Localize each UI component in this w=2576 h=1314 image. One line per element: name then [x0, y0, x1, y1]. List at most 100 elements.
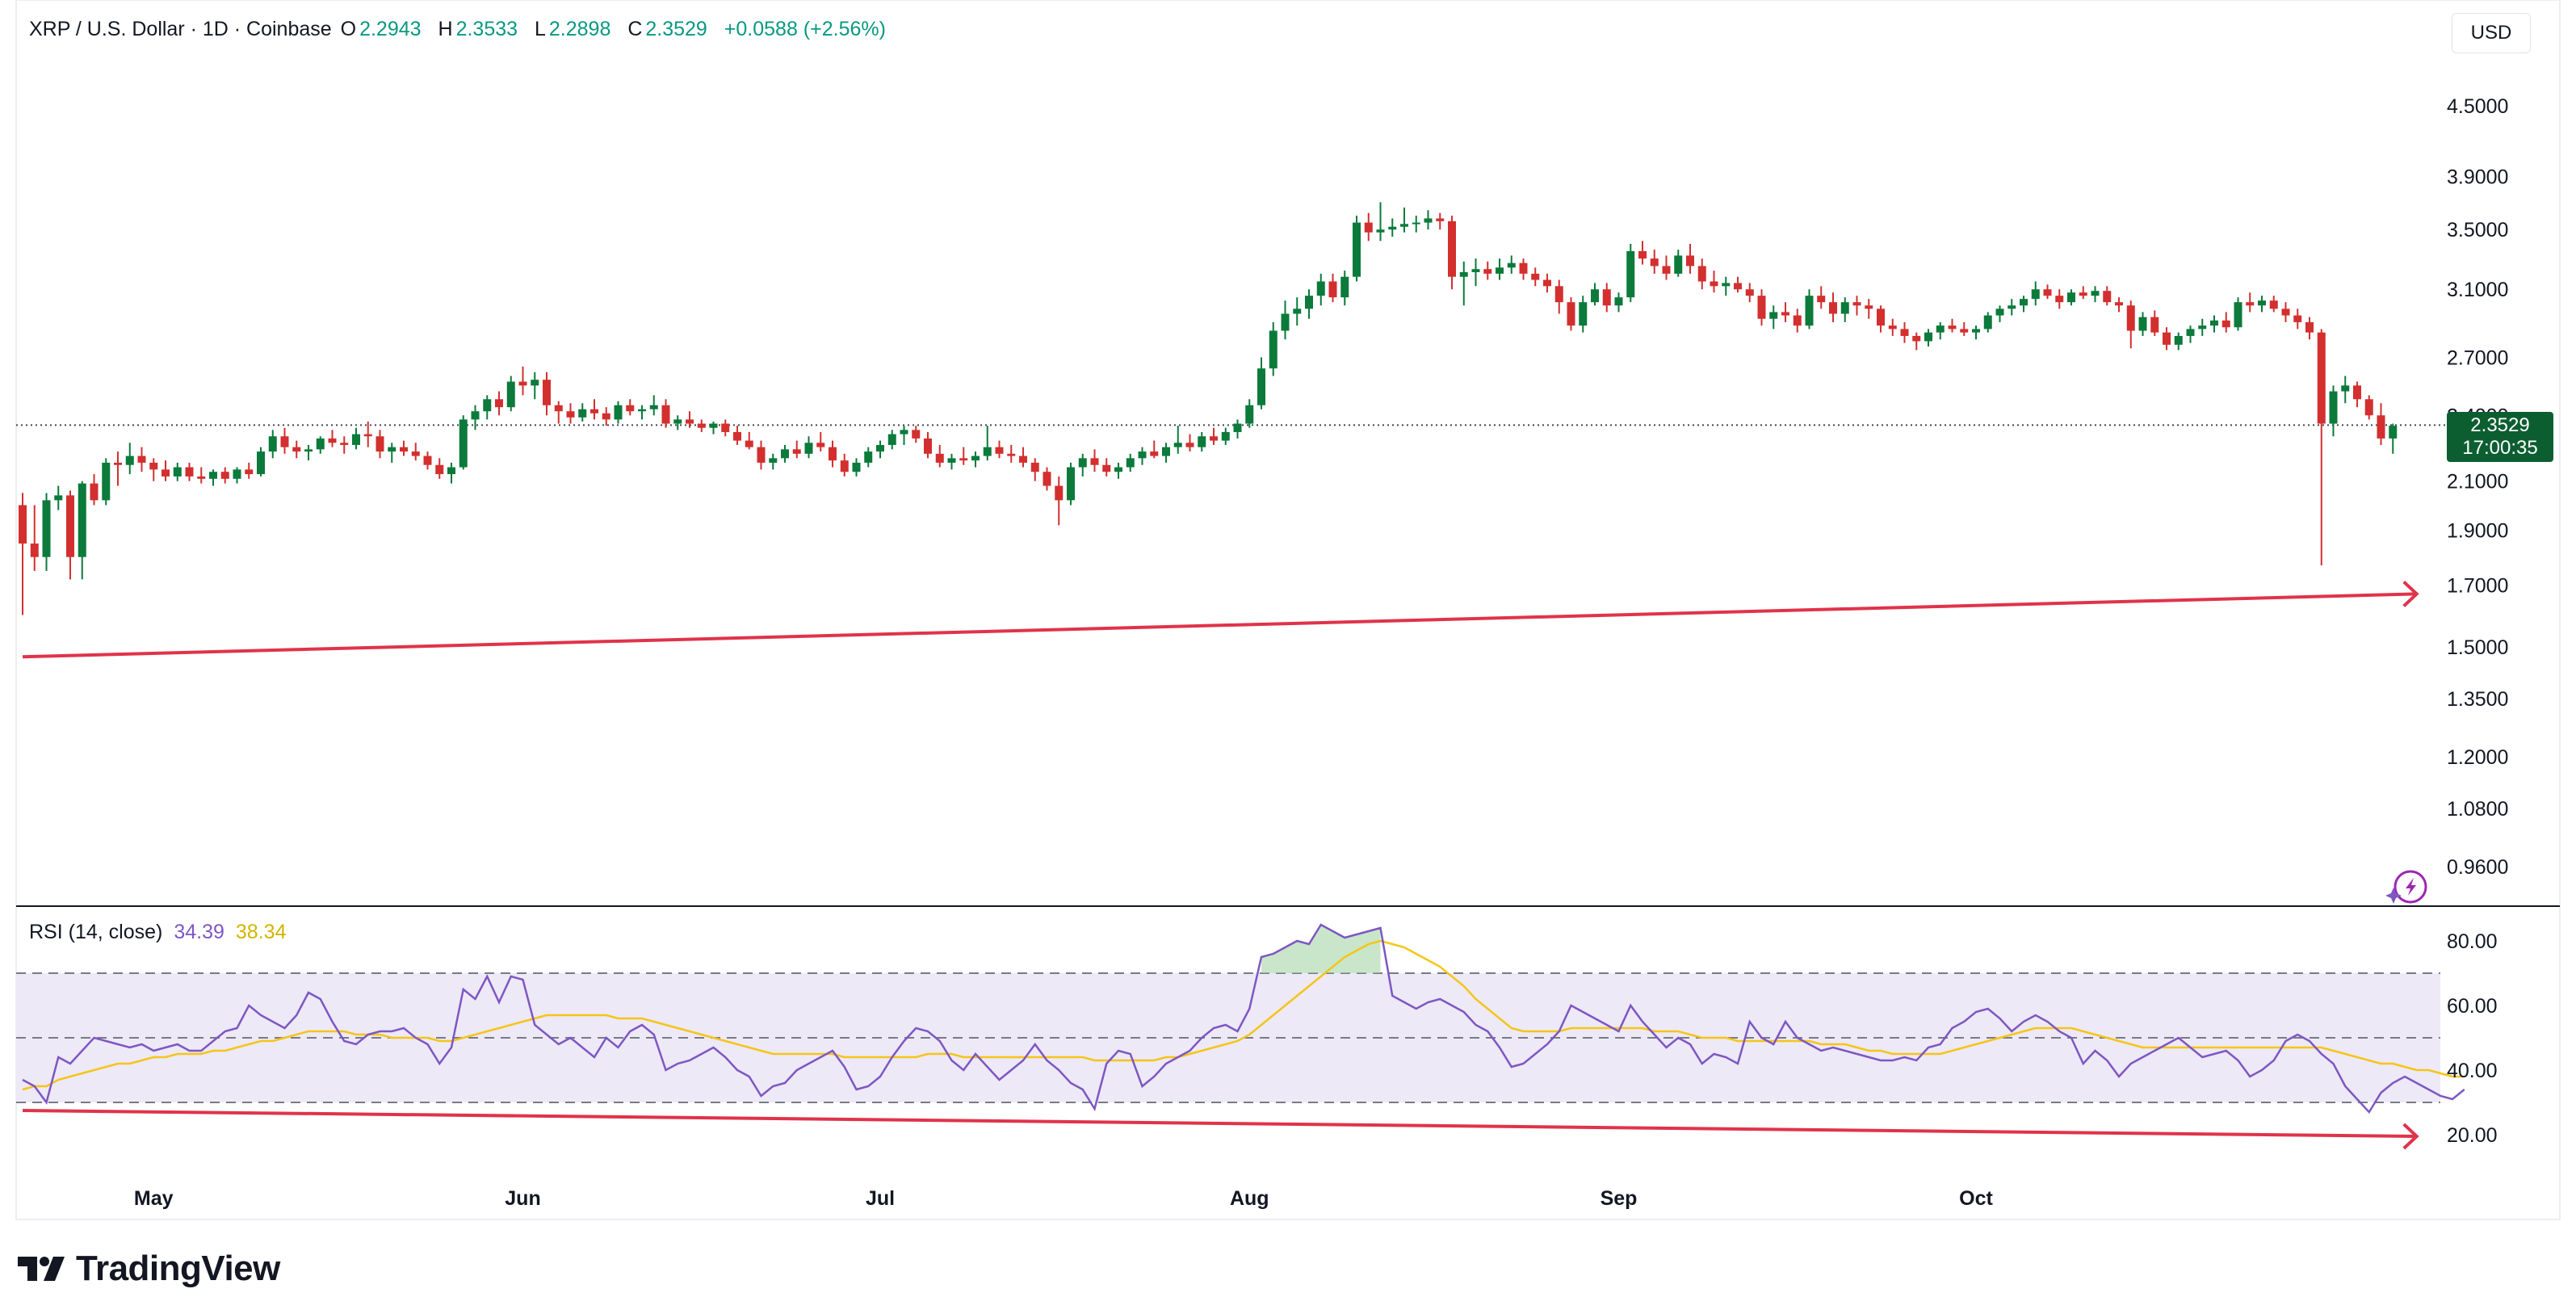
time-tick-label: Jun: [505, 1187, 540, 1210]
candle: [2008, 299, 2016, 316]
candle-body: [2389, 426, 2398, 439]
candle-body: [1817, 296, 1826, 303]
candle-body: [864, 451, 873, 463]
currency-button[interactable]: USD: [2452, 13, 2531, 53]
candle-body: [1030, 462, 1039, 472]
candle: [423, 451, 432, 470]
candle: [2246, 292, 2255, 313]
time-axis[interactable]: May Jun Jul Aug Sep Oct: [134, 1187, 1994, 1210]
candle-body: [673, 419, 682, 424]
candle-body: [2258, 300, 2266, 306]
candle: [352, 427, 360, 450]
candle-body: [1293, 309, 1302, 314]
candle: [1697, 258, 1706, 290]
candle-body: [1424, 218, 1433, 223]
candle: [1376, 202, 1385, 241]
tradingview-logo[interactable]: TradingView: [18, 1249, 280, 1289]
candle-body: [2008, 305, 2016, 309]
candle-body: [197, 476, 206, 479]
candle: [375, 430, 384, 459]
candle-body: [518, 381, 527, 386]
candle: [1722, 276, 1731, 296]
candle-body: [2364, 399, 2373, 416]
candle-body: [757, 447, 766, 463]
candle-body: [1114, 467, 1122, 472]
candle-body: [1710, 281, 1718, 287]
candle: [2174, 332, 2183, 351]
rsi-axis[interactable]: 80.00 60.00 40.00 20.00: [2447, 930, 2498, 1147]
candle-body: [2305, 321, 2314, 333]
candle: [2234, 297, 2242, 331]
price-tick-label: 3.1000: [2447, 279, 2508, 301]
candle: [757, 440, 766, 470]
candle: [2150, 310, 2159, 336]
candle: [1912, 332, 1921, 351]
candle: [2198, 318, 2207, 336]
candle-body: [686, 419, 694, 424]
candle: [1090, 449, 1099, 472]
candle: [1471, 258, 1480, 287]
price-tick-label: 0.9600: [2447, 856, 2508, 879]
candle-body: [2138, 317, 2147, 331]
candle-body: [876, 444, 884, 452]
candle: [2341, 376, 2350, 404]
candle-body: [1554, 286, 1563, 303]
price-axis[interactable]: 4.50003.90003.50003.10002.70002.40002.10…: [2447, 95, 2508, 879]
lightning-icon[interactable]: [2385, 870, 2427, 904]
candle-body: [1781, 312, 1789, 316]
candle-body: [543, 380, 551, 405]
candle-body: [1245, 405, 1254, 424]
candle-body: [924, 438, 932, 454]
rsi-ma-line: [22, 939, 2465, 1091]
candle-body: [506, 381, 515, 408]
candle: [554, 401, 563, 424]
candle-body: [2269, 300, 2278, 309]
candle-body: [2210, 320, 2218, 326]
close-value: 2.3529: [645, 18, 707, 40]
candle-body: [2246, 302, 2255, 306]
candle-body: [352, 434, 360, 445]
price-tick-label: 1.9000: [2447, 520, 2508, 543]
candle: [2091, 286, 2100, 303]
candle: [1055, 476, 1064, 526]
rsi-legend[interactable]: RSI (14, close) 34.39 38.34: [29, 921, 286, 944]
candle: [1328, 273, 1337, 303]
candle: [1840, 297, 1849, 322]
candle-body: [1757, 296, 1766, 319]
candle-body: [947, 458, 956, 463]
candle: [280, 427, 289, 454]
candle-body: [233, 469, 241, 479]
candle: [912, 426, 921, 443]
candle: [792, 440, 801, 459]
candle-body: [709, 423, 718, 428]
candle: [1614, 292, 1623, 313]
candle-body: [1626, 250, 1635, 298]
candle: [649, 395, 658, 416]
candle-body: [697, 423, 706, 428]
candle: [1817, 286, 1826, 309]
candle-body: [1210, 436, 1218, 441]
candle: [2281, 302, 2290, 322]
candle: [590, 399, 598, 420]
candle: [1067, 462, 1075, 506]
candle-body: [1496, 267, 1504, 274]
candle: [781, 444, 789, 463]
candle: [947, 453, 956, 470]
candle: [1126, 453, 1135, 472]
candle: [102, 458, 111, 506]
candle-body: [1674, 255, 1683, 274]
candle-body: [1376, 229, 1385, 233]
candle: [614, 401, 623, 424]
candle-body: [66, 495, 74, 557]
candle-body: [1995, 309, 2004, 316]
candle: [78, 481, 86, 580]
candle: [1745, 283, 1754, 303]
time-tick-label: Aug: [1230, 1187, 1269, 1210]
candle-body: [220, 472, 229, 479]
candle-body: [1353, 222, 1361, 277]
symbol-title[interactable]: XRP / U.S. Dollar · 1D · Coinbase: [29, 18, 332, 40]
price-tick-label: 2.1000: [2447, 471, 2508, 493]
candle: [363, 421, 372, 447]
candle-body: [2091, 291, 2100, 296]
